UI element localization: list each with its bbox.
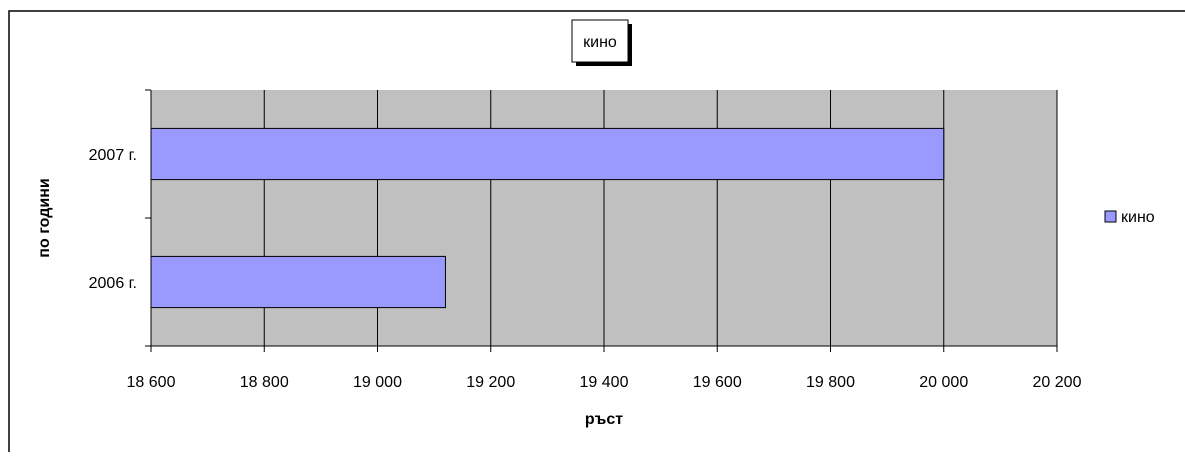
y-axis-title: по години [36, 178, 53, 257]
x-axis-title: ръст [585, 411, 623, 428]
x-tick-labels: 18 600 18 800 19 000 19 200 19 400 19 600 19 8… [127, 374, 1082, 391]
y-ticks [145, 89, 151, 347]
x-tick-label: 19 000 [353, 374, 402, 391]
x-tick-label: 18 600 [127, 374, 176, 391]
y-tick-label: 2007 г. [89, 147, 137, 164]
legend: кино [1104, 209, 1155, 226]
legend-swatch [1104, 210, 1117, 223]
x-tick-label: 19 200 [466, 374, 515, 391]
x-tick-label: 20 000 [919, 374, 968, 391]
bars [150, 127, 945, 309]
x-tick-label: 19 800 [806, 374, 855, 391]
bar [150, 127, 945, 181]
x-tick-label: 20 200 [1033, 374, 1082, 391]
legend-label: кино [1121, 209, 1155, 226]
chart-title: кино [583, 34, 617, 51]
x-ticks [150, 346, 1058, 352]
x-tick-label: 19 400 [580, 374, 629, 391]
y-tick-labels: 2006 г. 2007 г. [89, 147, 137, 292]
y-tick-label: 2006 г. [89, 275, 137, 292]
chart-title-box [571, 19, 629, 63]
bar [150, 255, 446, 309]
x-tick-label: 19 600 [693, 374, 742, 391]
x-tick-label: 18 800 [240, 374, 289, 391]
